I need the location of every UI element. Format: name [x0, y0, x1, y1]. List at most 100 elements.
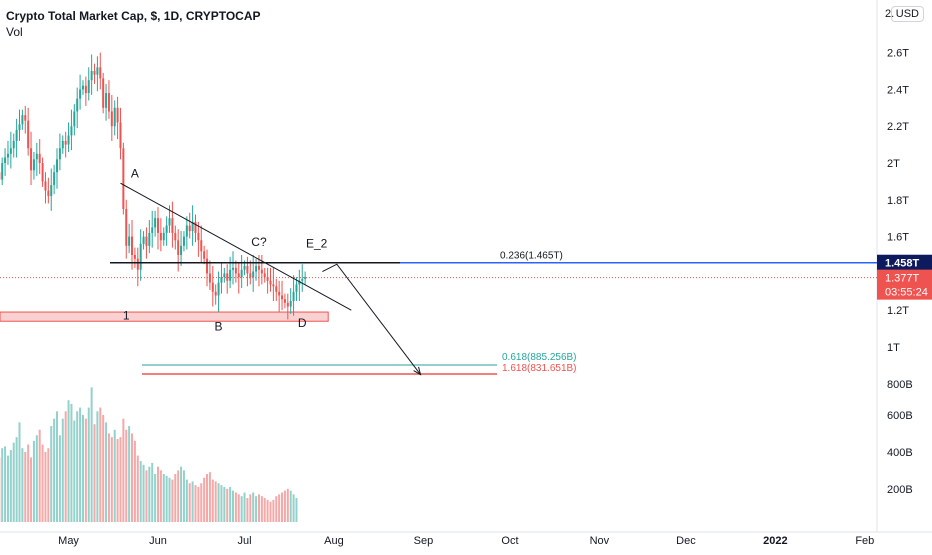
- volume-bar: [157, 467, 159, 522]
- candle-body: [232, 268, 234, 270]
- volume-bar: [119, 437, 121, 522]
- volume-bar: [27, 445, 29, 522]
- candle-body: [56, 159, 58, 172]
- volume-bar: [4, 446, 6, 522]
- candle-body: [246, 266, 248, 273]
- candle-body: [183, 237, 185, 246]
- volume-bar: [10, 450, 12, 522]
- volume-bar: [82, 415, 84, 522]
- candle-body: [19, 124, 21, 130]
- candle-body: [36, 154, 38, 160]
- candle-body: [293, 292, 295, 301]
- candle-body: [174, 233, 176, 240]
- candle-body: [160, 233, 162, 240]
- volume-bar: [275, 496, 277, 522]
- volume-bar: [154, 474, 156, 522]
- volume-bar: [220, 485, 222, 522]
- y-axis-tick-label: 1.2T: [887, 305, 909, 317]
- volume-bar: [215, 481, 217, 522]
- volume-bar: [140, 461, 142, 522]
- candle-body: [261, 270, 263, 274]
- candle-body: [16, 130, 18, 141]
- volume-bar: [252, 492, 254, 522]
- volume-bar: [134, 441, 136, 522]
- candle-body: [82, 86, 84, 90]
- wave-label-e2: E_2: [306, 237, 328, 251]
- volume-bar: [226, 489, 228, 522]
- candle-body: [65, 141, 67, 145]
- currency-button[interactable]: USD: [891, 6, 924, 22]
- candle-body: [290, 301, 292, 307]
- volume-bar: [166, 476, 168, 522]
- candle-body: [197, 233, 199, 240]
- x-axis-tick-label: Jul: [238, 535, 252, 547]
- candle-body: [105, 93, 107, 108]
- volume-bar: [117, 439, 119, 522]
- volume-bar: [163, 474, 165, 522]
- candle-body: [85, 86, 87, 93]
- y-axis-tick-label: 2T: [887, 158, 900, 170]
- volume-bar: [272, 500, 274, 522]
- volume-bar: [88, 408, 90, 522]
- volume-bar: [223, 487, 225, 522]
- x-axis-tick-label: 2022: [763, 535, 787, 547]
- volume-bar: [102, 415, 104, 522]
- candle-body: [50, 185, 52, 196]
- candle-body: [4, 157, 6, 163]
- volume-bar: [70, 404, 72, 522]
- volume-bar: [68, 400, 70, 522]
- candle-body: [166, 226, 168, 233]
- candle-body: [223, 273, 225, 277]
- volume-bar: [24, 452, 26, 522]
- candle-body: [177, 240, 179, 255]
- volume-bar: [128, 426, 130, 522]
- candle-body: [79, 89, 81, 98]
- candle-body: [163, 233, 165, 240]
- y-axis-tick-label: 2.6T: [887, 48, 909, 60]
- y-axis-tick-label: 2.2T: [887, 121, 909, 133]
- x-axis-tick-label: Nov: [590, 535, 610, 547]
- candle-body: [212, 283, 214, 292]
- candle-body: [272, 284, 274, 286]
- volume-bar: [47, 448, 49, 522]
- candle-body: [169, 218, 171, 225]
- volume-bar: [33, 441, 35, 522]
- candle-body: [194, 222, 196, 233]
- volume-bar: [169, 478, 171, 522]
- volume-bar: [180, 467, 182, 522]
- candle-body: [59, 148, 61, 159]
- volume-bar: [99, 408, 101, 522]
- y-axis-tick-label: 2.4T: [887, 84, 909, 96]
- x-axis-tick-label: Dec: [676, 535, 696, 547]
- volume-bar: [258, 494, 260, 522]
- candle-body: [44, 181, 46, 190]
- candle-body: [76, 99, 78, 112]
- candle-body: [295, 284, 297, 291]
- volume-bar: [56, 411, 58, 522]
- candle-body: [154, 218, 156, 227]
- wave-label-a: A: [131, 167, 139, 181]
- volume-bar: [85, 419, 87, 522]
- volume-bar: [53, 419, 55, 522]
- volume-bar: [212, 480, 214, 522]
- candle-body: [10, 148, 12, 154]
- candle-body: [53, 172, 55, 185]
- volume-bar: [44, 452, 46, 522]
- volume-bar: [137, 456, 139, 522]
- volume-bar: [290, 491, 292, 522]
- volume-bar: [281, 492, 283, 522]
- x-axis-tick-label: Jun: [149, 535, 167, 547]
- volume-bar: [278, 494, 280, 522]
- volume-bar: [295, 498, 297, 522]
- candle-body: [238, 273, 240, 277]
- volume-bar: [125, 430, 127, 522]
- candle-body: [255, 266, 257, 272]
- volume-bar: [108, 433, 110, 522]
- candle-body: [148, 233, 150, 246]
- fib-1618-label: 1.618(831.651B): [502, 363, 577, 374]
- candle-body: [27, 121, 29, 149]
- candle-body: [88, 80, 90, 93]
- volume-bar: [91, 387, 93, 522]
